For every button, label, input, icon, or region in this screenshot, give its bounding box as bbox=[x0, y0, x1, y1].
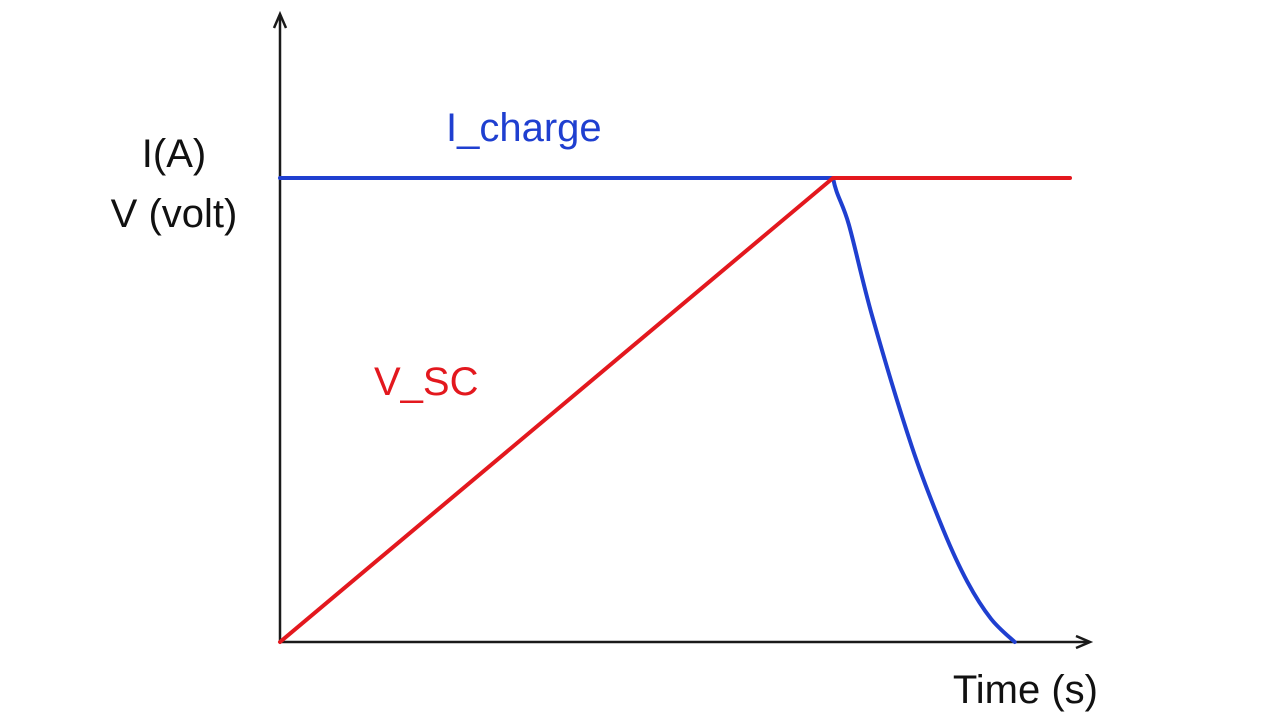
series-line-v-sc bbox=[278, 176, 1072, 644]
text-labels: I(A) V (volt) Time (s) I_charge V_SC bbox=[111, 106, 1098, 712]
y-axis-label-line-2: V (volt) bbox=[111, 192, 238, 236]
x-axis-arrow bbox=[1075, 634, 1094, 650]
axes bbox=[272, 10, 1094, 650]
series-line-i-charge bbox=[278, 176, 1017, 644]
v-sc-label: V_SC bbox=[374, 360, 479, 404]
y-axis-arrow bbox=[272, 10, 288, 29]
x-axis-label: Time (s) bbox=[953, 668, 1098, 712]
y-axis-label-line-1: I(A) bbox=[142, 132, 206, 176]
i-charge-label: I_charge bbox=[446, 106, 602, 150]
series-layer bbox=[278, 176, 1072, 644]
